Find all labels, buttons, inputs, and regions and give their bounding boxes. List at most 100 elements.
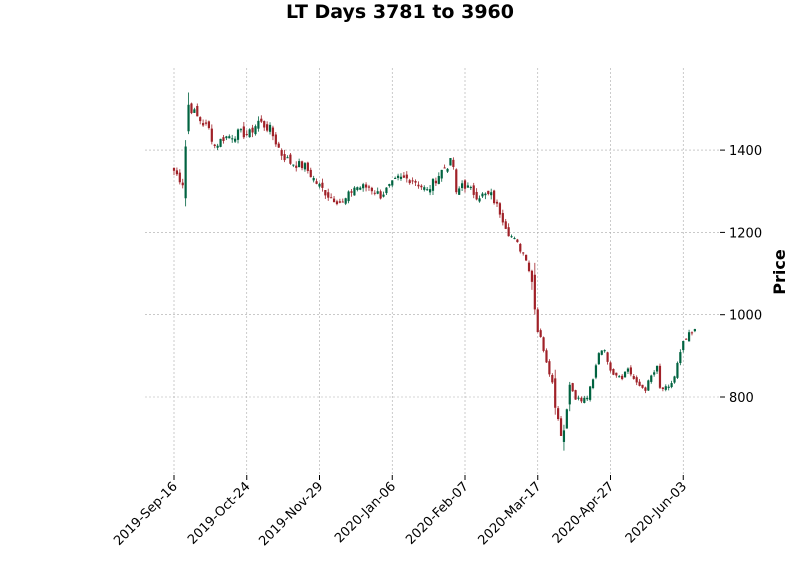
candle-body [210,128,213,142]
candle [603,349,606,353]
candle [350,189,353,197]
candle-body [551,374,554,383]
candle [638,379,641,387]
y-tick-label: 800 [729,391,754,406]
candle [271,125,275,141]
candle [417,181,420,189]
candle [446,168,449,173]
candle [362,182,365,192]
candle-body [484,193,487,196]
candle [228,134,231,139]
candle-body [626,368,630,372]
candle-body [670,383,673,388]
candle [292,164,295,168]
candle-body [623,371,627,378]
candle-body [362,184,365,189]
candle-body [330,197,333,199]
candle [286,155,289,159]
candle [539,328,542,338]
candle [618,374,621,378]
candle [533,262,536,315]
candle [353,186,356,196]
candle [231,134,234,143]
candle-body [236,129,240,140]
candle [629,365,632,377]
candle-body [612,369,615,375]
candle [522,252,525,256]
candle-body [591,379,595,389]
candle [679,349,682,366]
candle [344,197,347,206]
candle [379,189,382,200]
candle [370,186,373,195]
candle-body [565,409,568,429]
candle [234,136,237,143]
candle-body [204,122,208,124]
candle-body [219,138,222,147]
candle-body [507,227,510,237]
candle [219,138,222,148]
candle [484,192,487,200]
candle [589,385,592,402]
candle-body [178,172,181,183]
candle [207,120,211,130]
candle [658,363,662,389]
candle-body [583,397,586,403]
candle-body [478,198,481,202]
candle-body [248,129,251,138]
candle-body [434,180,437,184]
candle [303,162,307,172]
candle [347,190,350,204]
candle [693,328,696,333]
candle [487,190,490,196]
candle-body [638,381,641,386]
candle-body [324,189,327,196]
candle-body [350,191,353,193]
candle [577,395,580,401]
candle-body [344,198,347,204]
candle-body [527,262,531,272]
candle-body [335,201,339,205]
candle-body [679,352,682,364]
candle [437,172,440,185]
candle [667,384,670,391]
candle-body [216,145,219,148]
candle-body [475,191,478,200]
candle [507,223,510,237]
candle-body [606,352,609,362]
candle-body [687,332,691,342]
candle [298,158,301,168]
candle [280,148,283,160]
candle-body [661,387,664,389]
candle-body [420,185,423,188]
candle [327,188,330,201]
candle-body [522,252,525,254]
candle [606,351,609,365]
candle-body [367,186,371,188]
candle [396,173,400,181]
candle [597,352,600,366]
candle-body [181,182,184,186]
candle [330,193,333,199]
candle [295,161,298,172]
candle-body [458,188,461,195]
candle [408,178,411,185]
candle [562,424,566,451]
candle [356,186,359,192]
candle [586,395,589,402]
candle [248,128,251,138]
candle [591,378,595,390]
candle-body [574,390,577,400]
candle-body [405,174,408,179]
candle [405,171,408,183]
candle [516,238,519,243]
candle-body [603,350,606,352]
candle-body [559,418,563,436]
candle [423,185,426,192]
candle [626,367,630,374]
grid-layer [145,68,720,475]
candle-body [396,175,400,178]
candle-body [577,397,580,399]
candle-body [466,185,470,188]
candle [466,182,470,188]
